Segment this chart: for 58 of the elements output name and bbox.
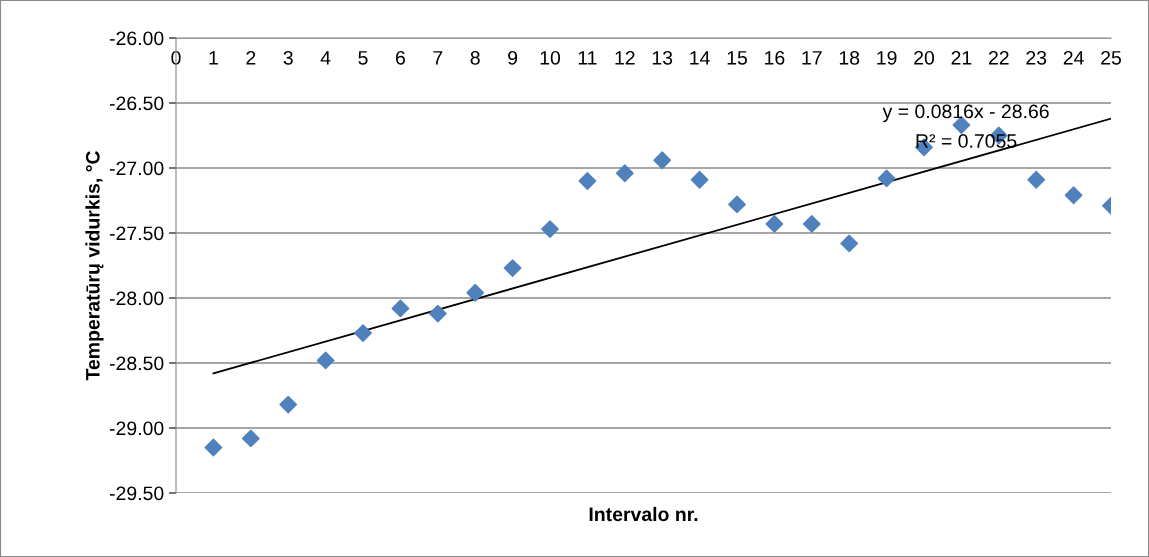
x-tick-label: 16 [765,50,785,65]
point [840,234,859,253]
point [653,151,672,170]
point [802,214,821,233]
point [354,324,372,343]
y-tick-label: -26.50 [109,96,164,111]
x-tick-label: 6 [395,50,405,65]
point [541,220,559,239]
point [1027,170,1046,189]
point [1064,186,1083,205]
x-tick-label: 10 [540,50,561,65]
x-tick-label: 25 [1101,50,1121,65]
point [466,283,485,302]
x-tick-label: 5 [358,51,368,65]
x-tick-label: 7 [433,51,443,65]
point [765,214,784,233]
x-tick-label: 3 [283,50,293,65]
annotation: y = 0.0816x - 28.66 [882,104,1049,123]
x-tick-label: 17 [802,51,822,65]
y-tick-label: -26.00 [109,31,164,46]
x-tick-label: 2 [246,50,256,65]
y-tick-label: -27.00 [109,161,164,176]
x-tick-label: 18 [839,50,860,65]
point [615,164,634,183]
point [877,169,896,188]
x-tick-label: 24 [1063,50,1084,65]
point [241,429,260,448]
point [428,304,447,323]
y-tick-label: -28.50 [109,356,164,371]
x-axis-title: Intervalo nr. [589,506,698,522]
x-tick-label: 11 [578,51,597,65]
x-tick-label: 21 [951,50,972,65]
y-axis-title: Temperatūrų vidurkis, °C [85,151,104,381]
x-tick-label: 12 [615,50,635,65]
x-tick-label: 15 [727,51,747,65]
x-tick-label: 0 [171,50,181,65]
x-tick-label: 4 [320,51,331,65]
x-tick-label: 20 [914,50,935,65]
point [578,172,597,190]
point [316,351,335,370]
x-tick-label: 8 [470,50,480,65]
y-tick-label: -28.00 [109,291,164,306]
x-tick-label: 13 [652,50,673,65]
y-tick-label: -29.50 [109,486,164,501]
point [728,195,746,214]
point [391,299,410,318]
point [204,438,223,457]
x-tick-label: 1 [209,51,218,65]
point [503,259,522,278]
point [690,170,709,189]
x-tick-label: 22 [988,50,1009,65]
y-tick-label: -29.00 [109,421,164,436]
x-tick-label: 23 [1026,50,1047,65]
x-tick-label: 9 [508,50,518,65]
x-tick-label: 19 [877,50,897,65]
x-tick-label: 14 [690,51,710,65]
y-tick-label: -27.50 [109,226,164,241]
point [279,395,298,414]
